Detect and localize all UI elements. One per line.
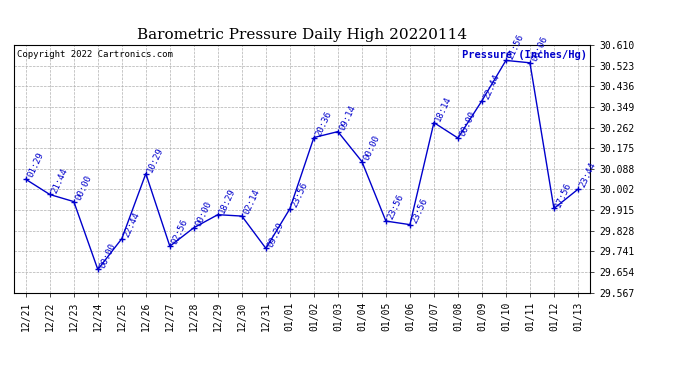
Text: 09:14: 09:14 — [338, 104, 357, 132]
Text: 17:56: 17:56 — [554, 180, 573, 209]
Text: 18:29: 18:29 — [218, 186, 237, 214]
Text: 00:00: 00:00 — [362, 134, 382, 162]
Text: Copyright 2022 Cartronics.com: Copyright 2022 Cartronics.com — [17, 50, 172, 59]
Text: 21:56: 21:56 — [506, 32, 526, 60]
Text: 23:56: 23:56 — [290, 181, 309, 209]
Text: 23:44: 23:44 — [578, 161, 598, 189]
Text: 00:00: 00:00 — [74, 174, 93, 202]
Text: 22:44: 22:44 — [122, 210, 141, 238]
Text: 10:29: 10:29 — [146, 146, 166, 174]
Text: 02:14: 02:14 — [242, 188, 262, 216]
Text: 23:56: 23:56 — [410, 196, 429, 225]
Text: 00:06: 00:06 — [530, 34, 549, 63]
Text: 01:29: 01:29 — [26, 151, 46, 179]
Text: 21:44: 21:44 — [50, 166, 69, 195]
Text: 00:00: 00:00 — [458, 110, 477, 138]
Text: 02:56: 02:56 — [170, 218, 189, 246]
Text: 23:56: 23:56 — [386, 193, 406, 221]
Text: 00:00: 00:00 — [194, 200, 213, 228]
Text: 20:36: 20:36 — [314, 110, 333, 138]
Title: Barometric Pressure Daily High 20220114: Barometric Pressure Daily High 20220114 — [137, 28, 467, 42]
Text: 09:29: 09:29 — [266, 220, 286, 248]
Text: Pressure (Inches/Hg): Pressure (Inches/Hg) — [462, 50, 587, 60]
Text: 18:14: 18:14 — [434, 94, 453, 123]
Text: 22:44: 22:44 — [482, 73, 502, 101]
Text: 00:00: 00:00 — [98, 242, 117, 270]
